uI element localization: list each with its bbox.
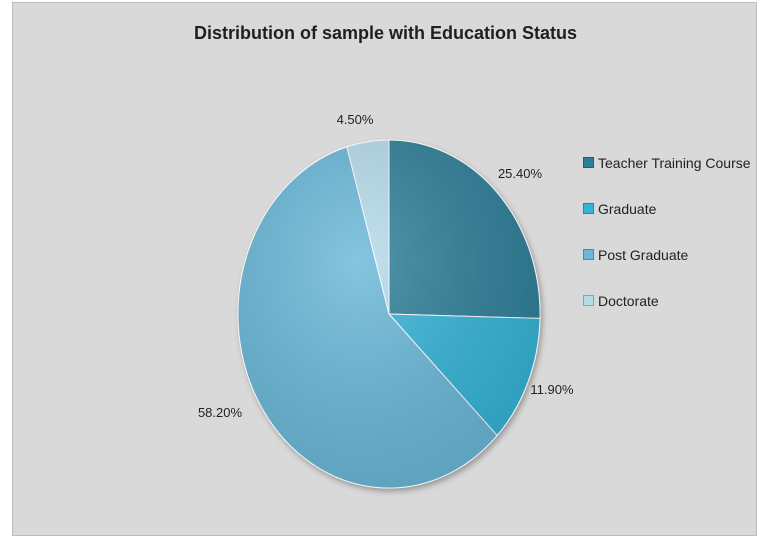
legend-label: Teacher Training Course	[598, 154, 751, 171]
chart-area: Distribution of sample with Education St…	[12, 2, 757, 536]
page-left-margin	[0, 0, 12, 538]
data-label-doctorate: 4.50%	[337, 112, 374, 127]
legend-item-doctorate: Doctorate	[583, 289, 751, 312]
data-label-teacher-training-course: 25.40%	[498, 166, 543, 181]
legend-label: Doctorate	[598, 292, 659, 309]
legend-swatch	[583, 249, 594, 260]
data-label-post-graduate: 58.20%	[198, 405, 243, 420]
legend-item-teacher-training-course: Teacher Training Course	[583, 151, 751, 174]
data-label-graduate: 11.90%	[530, 382, 574, 397]
legend-swatch	[583, 157, 594, 168]
legend-swatch	[583, 295, 594, 306]
legend-label: Graduate	[598, 200, 657, 217]
legend: Teacher Training Course Graduate Post Gr…	[583, 151, 751, 335]
legend-swatch	[583, 203, 594, 214]
legend-label: Post Graduate	[598, 246, 689, 263]
chart-title: Distribution of sample with Education St…	[193, 23, 578, 43]
legend-item-graduate: Graduate	[583, 197, 751, 220]
legend-item-post-graduate: Post Graduate	[583, 243, 751, 266]
